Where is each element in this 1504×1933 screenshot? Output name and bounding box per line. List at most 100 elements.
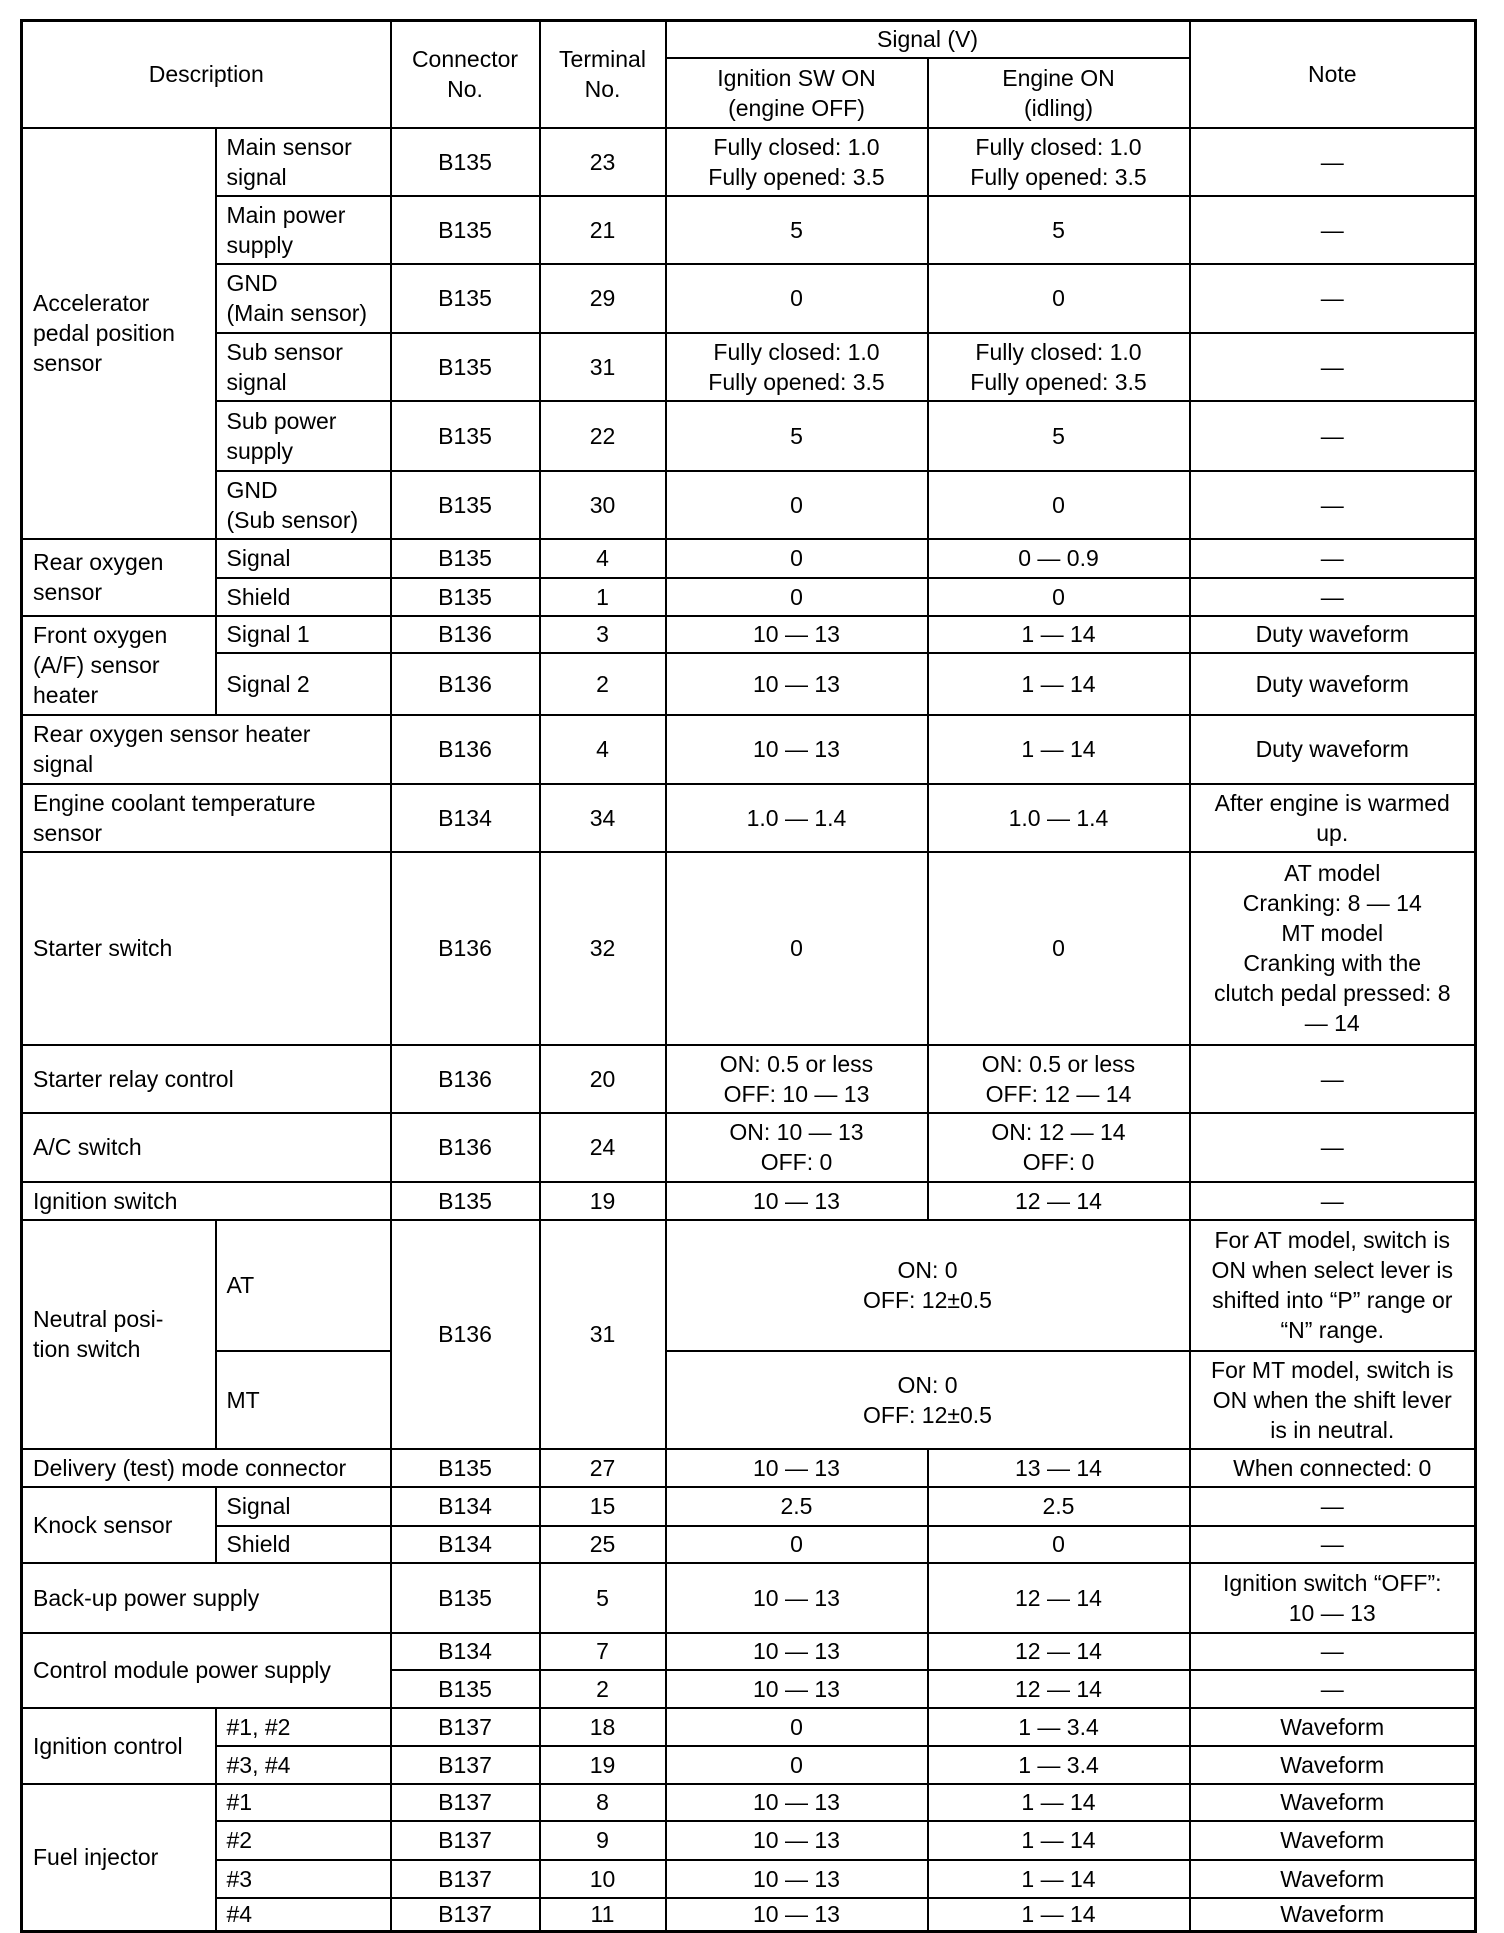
table-row: #2 B137 9 10 — 13 1 — 14 Waveform xyxy=(22,1819,1477,1861)
connector-cell: B135 xyxy=(389,126,541,197)
terminal-cell: 11 xyxy=(538,1896,667,1933)
terminal-cell: 4 xyxy=(538,537,667,579)
connector-cell: B134 xyxy=(389,1631,541,1671)
note-cell: AT model Cranking: 8 — 14 MT model Crank… xyxy=(1188,850,1477,1046)
connector-cell: B135 xyxy=(389,1447,541,1488)
connector-cell: B135 xyxy=(389,1668,541,1709)
table-row: Main power supply B135 21 5 5— xyxy=(22,194,1477,265)
header-engine-on: Engine ON (idling) xyxy=(926,56,1191,129)
engine-on-cell: 5 xyxy=(926,194,1191,265)
engine-on-cell: 0 — 0.9 xyxy=(926,537,1191,579)
note-cell: — xyxy=(1188,1631,1477,1671)
description-cell: Fuel injector xyxy=(20,1782,217,1933)
note-cell: Ignition switch “OFF”: 10 — 13 xyxy=(1188,1561,1477,1634)
note-cell: — xyxy=(1188,399,1477,472)
ignition-on-cell: 0 xyxy=(664,262,929,334)
note-cell: Waveform xyxy=(1188,1819,1477,1861)
sub-description-cell: GND (Sub sensor) xyxy=(214,469,392,540)
table-row: Ignition switch B135 19 10 — 13 12 — 14— xyxy=(20,1180,1477,1221)
description-cell: Ignition switch xyxy=(20,1180,392,1221)
ignition-on-cell: 5 xyxy=(664,194,929,265)
terminal-cell: 19 xyxy=(538,1744,667,1785)
ignition-on-cell: 0 xyxy=(664,1744,929,1785)
connector-cell: B135 xyxy=(389,262,541,334)
table-row: #3 B137 10 10 — 13 1 — 14 Waveform xyxy=(22,1858,1477,1899)
engine-on-cell: 5 xyxy=(926,399,1191,472)
terminal-cell: 3 xyxy=(538,614,667,654)
ignition-on-cell: 10 — 13 xyxy=(664,1858,929,1899)
terminal-cell: 9 xyxy=(538,1819,667,1861)
terminal-cell: 31 xyxy=(538,1218,667,1450)
header-note: Note xyxy=(1188,19,1477,129)
terminal-cell: 10 xyxy=(538,1858,667,1899)
engine-on-cell: 0 xyxy=(926,262,1191,334)
note-cell: Waveform xyxy=(1188,1858,1477,1899)
ignition-on-cell: 0 xyxy=(664,537,929,579)
terminal-cell: 23 xyxy=(538,126,667,197)
note-cell: Duty waveform xyxy=(1188,651,1477,716)
sub-description-cell: AT xyxy=(214,1218,392,1352)
engine-on-cell: 12 — 14 xyxy=(926,1631,1191,1671)
connector-cell: B135 xyxy=(389,469,541,540)
engine-on-cell: 1 — 14 xyxy=(926,1858,1191,1899)
ignition-on-cell: 10 — 13 xyxy=(664,1447,929,1488)
terminal-cell: 22 xyxy=(538,399,667,472)
note-cell: Waveform xyxy=(1188,1782,1477,1822)
table-row: A/C switch B136 24 ON: 10 — 13 OFF: 0 ON: 12… xyxy=(20,1111,1477,1183)
sub-description-cell: #1, #2 xyxy=(214,1706,392,1747)
table-row: Back-up power supply B135 5 10 — 13 12 — 14 I… xyxy=(20,1561,1477,1634)
engine-on-cell: 12 — 14 xyxy=(926,1180,1191,1221)
connector-cell: B137 xyxy=(389,1782,541,1822)
note-cell: Waveform xyxy=(1188,1896,1477,1933)
sub-description-cell: Sub power supply xyxy=(214,399,392,472)
description-cell: Delivery (test) mode connector xyxy=(20,1447,392,1488)
table-row: Sub sensor signal B135 31 Fully closed: 1.0… xyxy=(22,331,1477,402)
table-row: Engine coolant temperature sensor B134 34 1… xyxy=(20,782,1477,853)
connector-cell: B135 xyxy=(389,194,541,265)
description-cell: Accelerator pedal position sensor xyxy=(20,126,217,540)
engine-on-cell: ON: 12 — 14 OFF: 0 xyxy=(926,1111,1191,1183)
connector-cell: B136 xyxy=(389,651,541,716)
terminal-cell: 4 xyxy=(538,713,667,785)
note-cell: Duty waveform xyxy=(1188,713,1477,785)
table-row: #4 B137 11 10 — 13 1 — 14 Waveform xyxy=(22,1896,1477,1933)
sub-description-cell: Shield xyxy=(214,576,392,617)
connector-cell: B136 xyxy=(389,1111,541,1183)
description-cell: Back-up power supply xyxy=(20,1561,392,1634)
terminal-cell: 30 xyxy=(538,469,667,540)
engine-on-cell: Fully closed: 1.0 Fully opened: 3.5 xyxy=(926,331,1191,402)
description-cell: Neutral posi- tion switch xyxy=(20,1218,217,1450)
description-cell: Starter switch xyxy=(20,850,392,1046)
engine-on-cell: 1 — 14 xyxy=(926,1782,1191,1822)
engine-on-cell: 0 xyxy=(926,850,1191,1046)
note-cell: — xyxy=(1188,1485,1477,1527)
ignition-on-cell: ON: 0.5 or less OFF: 10 — 13 xyxy=(664,1043,929,1114)
connector-cell: B135 xyxy=(389,1180,541,1221)
connector-cell: B136 xyxy=(389,1043,541,1114)
sub-description-cell: Signal 2 xyxy=(214,651,392,716)
terminal-cell: 32 xyxy=(538,850,667,1046)
table-row: Ignition control #1, #2 B137 18 0 1 — 3.4 Wave… xyxy=(20,1706,1477,1785)
engine-on-cell: 13 — 14 xyxy=(926,1447,1191,1488)
ignition-on-cell: Fully closed: 1.0 Fully opened: 3.5 xyxy=(664,126,929,197)
terminal-cell: 19 xyxy=(538,1180,667,1221)
terminal-cell: 21 xyxy=(538,194,667,265)
engine-on-cell: 2.5 xyxy=(926,1485,1191,1527)
ignition-on-cell: 0 xyxy=(664,850,929,1046)
table-row: Delivery (test) mode connector B135 27 10 —… xyxy=(20,1447,1477,1488)
table-row: Front oxygen (A/F) sensor heater Signal 1… xyxy=(20,614,1477,716)
ignition-on-cell: 0 xyxy=(664,576,929,617)
connector-cell: B136 xyxy=(389,713,541,785)
connector-cell: B135 xyxy=(389,399,541,472)
sub-description-cell: #3, #4 xyxy=(214,1744,392,1785)
engine-on-cell: 1 — 14 xyxy=(926,1819,1191,1861)
engine-on-cell: 1 — 14 xyxy=(926,651,1191,716)
engine-on-cell: 1 — 3.4 xyxy=(926,1706,1191,1747)
header-terminal: Terminal No. xyxy=(538,19,667,129)
description-cell: Engine coolant temperature sensor xyxy=(20,782,392,853)
engine-on-cell: ON: 0.5 or less OFF: 12 — 14 xyxy=(926,1043,1191,1114)
sub-description-cell: Main power supply xyxy=(214,194,392,265)
connector-cell: B135 xyxy=(389,1561,541,1634)
ignition-on-cell: 10 — 13 xyxy=(664,713,929,785)
sub-description-cell: Main sensor signal xyxy=(214,126,392,197)
